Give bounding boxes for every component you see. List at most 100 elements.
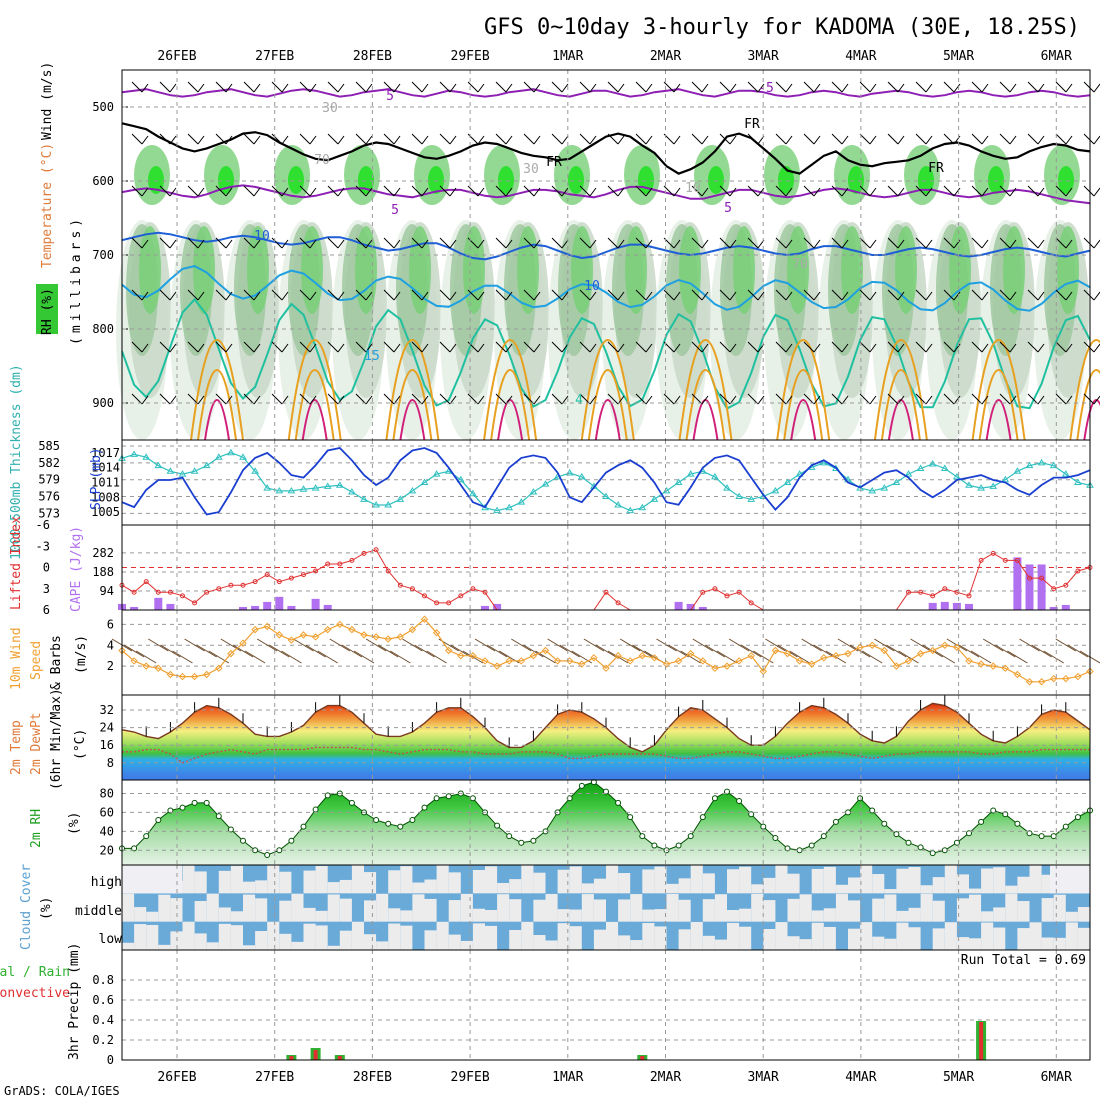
wind-barb xyxy=(523,237,535,249)
wind-barb xyxy=(691,237,703,249)
thickness-marker xyxy=(747,495,756,502)
wind-barb xyxy=(411,237,423,249)
thickness-marker xyxy=(1074,478,1082,485)
thickness-marker xyxy=(880,484,889,491)
cloud-cell xyxy=(1053,894,1066,922)
wind-barb xyxy=(523,289,535,301)
wind-speed-marker xyxy=(190,672,199,681)
precip-tick: 0.8 xyxy=(92,973,114,987)
cape-tick: 282 xyxy=(92,546,114,560)
wind-barb xyxy=(243,185,255,197)
wind-barb xyxy=(281,83,289,93)
thickness-tick: 585 xyxy=(38,439,60,453)
thickness-marker xyxy=(505,503,514,511)
thickness-marker xyxy=(940,464,949,471)
temp2m-labels: 2m Temp 2m DewPt (6hr Min/Max) (°C) xyxy=(9,688,88,790)
rh2m-marker xyxy=(724,788,730,795)
cloud-cell xyxy=(872,874,885,894)
wind10-barb xyxy=(172,650,193,664)
rh2m-marker xyxy=(929,850,936,857)
cloud-cell xyxy=(230,925,243,950)
rh2m-marker xyxy=(893,831,900,838)
wind-barb xyxy=(1055,341,1067,353)
wind-barb xyxy=(505,187,513,197)
cloud-cell xyxy=(763,929,776,950)
cloud-cell xyxy=(218,923,231,950)
temp2m-unit: (°C) xyxy=(73,729,88,760)
rh2m-marker xyxy=(627,814,634,821)
thickness-marker xyxy=(469,489,477,497)
thickness-marker xyxy=(614,500,622,508)
wind-barb xyxy=(1027,341,1039,353)
wind-barb xyxy=(831,81,843,93)
wind-barb xyxy=(131,237,143,249)
wind-speed-marker xyxy=(553,657,562,665)
wind-barb xyxy=(925,395,933,405)
wind-barb xyxy=(523,341,535,353)
contour-label: 4 xyxy=(575,393,583,408)
wind-speed-marker xyxy=(989,662,997,670)
cloud-cell xyxy=(279,933,292,950)
wind-barb xyxy=(411,289,423,301)
date-tick-bottom: 28FEB xyxy=(353,1070,392,1085)
wind-barb xyxy=(831,393,843,405)
rh-shade xyxy=(247,226,269,314)
wind-speed-marker xyxy=(336,620,344,629)
wind-barb xyxy=(467,289,479,301)
cloud-cell xyxy=(969,888,982,894)
rh2m-marker xyxy=(772,834,779,841)
cloud-cell xyxy=(351,865,364,894)
precip-frame xyxy=(121,949,1091,1061)
li-marker xyxy=(216,586,222,592)
wind-barb xyxy=(999,237,1011,249)
wind-tick: 2 xyxy=(107,659,114,673)
wind-barb xyxy=(299,133,311,145)
wind-barb xyxy=(803,185,815,197)
cloud-cell xyxy=(630,894,643,922)
wind-barb xyxy=(355,81,367,93)
wind-barb xyxy=(159,237,171,249)
wind-barb xyxy=(607,341,619,353)
wind-barb xyxy=(561,187,569,197)
cloud-cell xyxy=(388,870,401,894)
wind-speed-marker xyxy=(1074,672,1082,681)
wind-barb xyxy=(327,393,339,405)
cloud-cell xyxy=(799,939,812,950)
wind-barb xyxy=(943,185,955,197)
cloud-cell xyxy=(944,922,957,950)
wind-barb xyxy=(775,393,787,405)
wind10-barb xyxy=(329,638,351,652)
temp-tick: 24 xyxy=(100,721,114,735)
wind-barb xyxy=(495,133,507,145)
wind10-barb xyxy=(559,644,580,658)
wind10-barb xyxy=(619,638,641,652)
thickness-marker xyxy=(868,486,877,494)
pressure-tick: 900 xyxy=(92,396,114,410)
wind-barb xyxy=(645,187,653,197)
cloud-cell xyxy=(533,872,546,894)
wind-barb xyxy=(169,291,177,301)
thickness-marker xyxy=(1061,470,1070,477)
cloud-cell xyxy=(509,899,522,922)
cloud-cell xyxy=(702,873,715,894)
wind-speed-marker xyxy=(130,657,138,665)
wind-speed-marker xyxy=(735,657,743,665)
cloud-cell xyxy=(1065,911,1078,922)
top-date-axis: 26FEB 27FEB 28FEB 29FEB 1MAR 2MAR 3MAR 4MAR 5MAR… xyxy=(157,49,1072,64)
thickness-marker xyxy=(723,484,731,491)
cape-bar xyxy=(686,603,695,610)
li-marker xyxy=(1027,575,1032,581)
wind10-barb xyxy=(220,638,242,652)
wind-barb xyxy=(1009,187,1017,197)
wind-barb xyxy=(253,291,261,301)
upper-labels: RH (%) Temperature (°C) Wind (m/s) (mill… xyxy=(36,62,84,345)
wind-barb xyxy=(579,289,591,301)
wind-barb xyxy=(393,291,401,301)
cloud-cell xyxy=(521,865,534,894)
temp-contour-warm xyxy=(880,369,921,441)
li-marker xyxy=(167,589,173,595)
thickness-marker xyxy=(795,470,804,477)
cloud-cell xyxy=(303,907,316,922)
cape-bar xyxy=(251,605,260,610)
wind-barb xyxy=(243,133,255,145)
